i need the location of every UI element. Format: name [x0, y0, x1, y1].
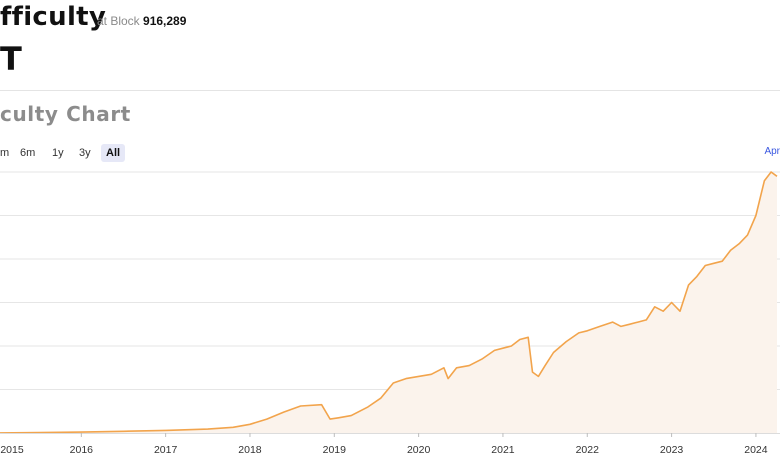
date-link[interactable]: Apr: [764, 146, 780, 157]
difficulty-area: [0, 172, 777, 433]
x-tick-label: 2015: [0, 444, 24, 456]
x-tick-label: 2021: [491, 444, 515, 456]
x-tick-label: 2019: [323, 444, 347, 456]
range-button-3y[interactable]: 3y: [79, 147, 91, 159]
range-button-6m[interactable]: 6m: [20, 147, 36, 159]
x-tick-label: 2024: [744, 444, 768, 456]
difficulty-line: [0, 171, 778, 434]
chart-title: culty Chart: [0, 102, 131, 126]
x-tick-label: 2017: [154, 444, 178, 456]
x-tick-layer: 2015 2016 2017 2018 2019 2020 2021 2022 2023 2024: [0, 433, 768, 456]
x-tick-label: 2020: [407, 444, 431, 456]
range-button-1m[interactable]: m: [0, 147, 10, 159]
block-prefix: at Block: [97, 14, 140, 28]
range-button-all[interactable]: All: [101, 144, 126, 162]
block-height-label: at Block 916,289: [97, 14, 186, 28]
range-button-1y[interactable]: 1y: [52, 147, 64, 159]
x-tick-label: 2018: [238, 444, 262, 456]
difficulty-chart: 2015 2016 2017 2018 2019 2020 2021 2022 2023 2024: [0, 171, 780, 456]
x-tick-label: 2016: [70, 444, 94, 456]
page-title: fficulty: [0, 2, 107, 32]
section-divider: [0, 90, 780, 91]
current-difficulty-value: T: [0, 40, 22, 78]
x-tick-label: 2023: [660, 444, 684, 456]
x-tick-label: 2022: [576, 444, 600, 456]
block-number: 916,289: [143, 14, 187, 28]
